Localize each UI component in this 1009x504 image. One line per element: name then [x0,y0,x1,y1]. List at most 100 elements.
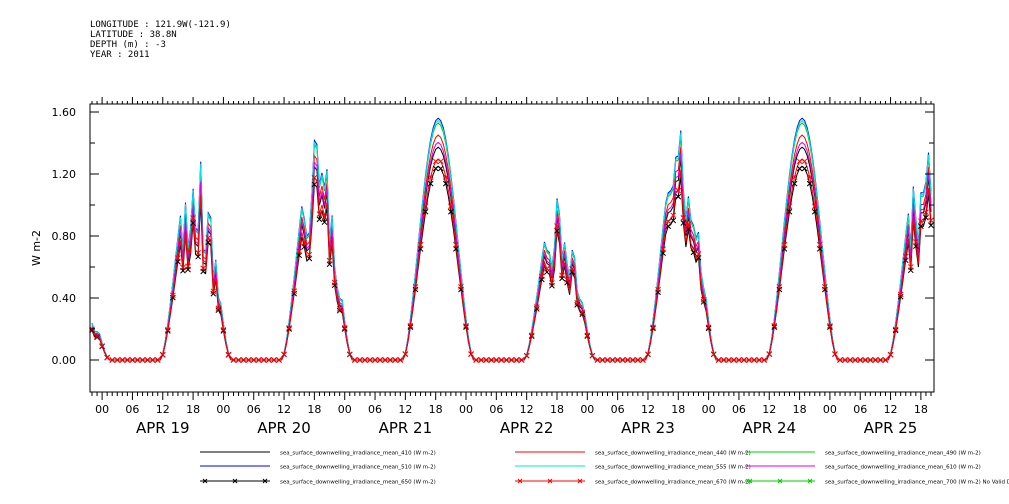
legend-item: sea_surface_downwelling_irradiance_mean_… [515,451,751,457]
series-marker-8 [154,357,161,363]
series-marker-7 [453,246,459,252]
y-tick-label: 0.80 [52,230,77,243]
series-marker-7 [94,334,100,341]
x-day-label: APR 22 [500,419,554,437]
x-tick-label: 12 [398,403,412,416]
series-marker-8 [741,357,747,363]
series-marker-8 [144,357,151,363]
x-day-label: APR 20 [257,419,311,437]
series-marker-8 [286,325,292,331]
x-day-label: APR 25 [864,419,918,437]
series-line-3 [91,122,932,361]
longitude-label: LONGITUDE : 121.9W(-121.9) [90,20,231,30]
x-tick-label: 18 [186,403,200,416]
series-marker-8 [781,241,788,248]
series-marker-8 [296,248,303,255]
series-marker-8 [862,357,869,363]
series-marker-8 [215,305,222,312]
series-marker-7 [210,290,217,297]
series-marker-8 [533,304,540,310]
series-marker-8 [700,296,707,303]
legend-marker [747,478,753,484]
series-marker-8 [468,351,474,357]
series-marker-8 [483,357,490,363]
legend-item: sea_surface_downwelling_irradiance_mean_… [200,465,436,471]
series-marker-8 [918,218,924,225]
x-tick-label: 06 [853,403,867,416]
legend-item: sea_surface_downwelling_irradiance_mean_… [200,451,436,457]
series-marker-8 [266,357,272,363]
legend-label: sea_surface_downwelling_irradiance_mean_… [825,451,981,457]
series-marker-7 [336,307,343,314]
series-marker-8 [260,357,267,363]
series-marker-8 [306,251,313,258]
series-marker-8 [498,357,505,363]
series-marker-8 [210,288,217,295]
x-tick-label: 18 [671,403,685,416]
series-marker-8 [569,265,576,272]
series-marker-8 [832,351,838,357]
series-marker-8 [195,249,201,256]
series-marker-8 [321,214,328,220]
x-day-label: APR 21 [379,419,433,437]
series-line-1 [91,146,932,361]
series-marker-8 [872,357,879,363]
series-marker-8 [842,357,848,363]
series-marker-8 [488,357,495,363]
series-marker-7 [675,193,682,200]
legend-marker [232,478,238,484]
series-marker-8 [786,203,793,210]
series-marker-7 [827,324,833,330]
series-marker-8 [897,291,904,298]
series-marker-8 [200,265,207,272]
series-marker-8 [149,357,156,363]
series-marker-8 [276,357,282,363]
legend-marker [202,478,208,484]
series-marker-8 [412,284,419,290]
legend-marker [577,478,583,484]
x-tick-label: 18 [429,403,443,416]
series-marker-8 [392,357,399,363]
series-marker-8 [523,352,530,359]
series-marker-8 [367,357,373,363]
legend-label: sea_surface_downwelling_irradiance_mean_… [595,465,751,471]
series-marker-7 [407,324,414,330]
series-marker-8 [139,357,146,363]
series-marker-8 [311,174,318,181]
series-marker-7 [791,180,798,187]
series-marker-8 [326,257,333,264]
series-marker-8 [119,357,126,363]
series-marker-8 [417,241,424,248]
legend-marker [777,478,783,484]
series-marker-8 [291,288,298,294]
x-tick-label: 06 [489,403,503,416]
series-marker-8 [695,251,702,257]
x-tick-label: 18 [307,403,321,416]
series-marker-8 [362,357,368,363]
series-marker-7 [781,246,788,252]
series-marker-7 [584,333,591,340]
series-marker-8 [751,357,757,363]
x-tick-label: 12 [641,403,655,416]
series-marker-8 [629,357,636,363]
series-marker-8 [230,357,237,363]
series-marker-7 [220,328,227,334]
series-marker-8 [301,239,308,246]
series-marker-8 [907,264,914,270]
series-marker-8 [635,357,641,363]
series-marker-8 [453,241,459,248]
series-marker-8 [720,357,727,363]
series-marker-7 [301,243,308,250]
series-marker-7 [432,165,439,172]
x-tick-label: 00 [459,403,473,416]
series-marker-7 [574,302,581,308]
legend-marker [547,478,553,484]
legend-item: sea_surface_downwelling_irradiance_mean_… [515,465,751,471]
x-tick-label: 00 [338,403,352,416]
series-marker-7 [321,219,328,225]
series-marker-7 [923,214,929,221]
series-marker-8 [867,357,874,363]
legend-marker [517,478,523,484]
series-marker-7 [427,180,434,187]
series-marker-8 [640,357,646,363]
